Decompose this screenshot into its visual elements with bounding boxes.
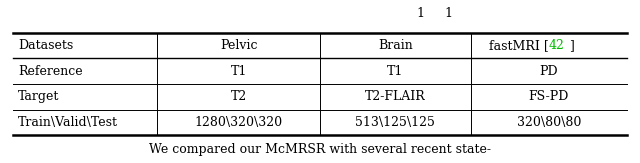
Text: FS-PD: FS-PD xyxy=(529,90,569,103)
Text: We compared our McMRSR with several recent state-: We compared our McMRSR with several rece… xyxy=(149,143,491,156)
Text: PD: PD xyxy=(540,65,558,78)
Text: T2: T2 xyxy=(230,90,246,103)
Text: 1     1: 1 1 xyxy=(417,7,453,20)
Text: Reference: Reference xyxy=(18,65,83,78)
Text: Pelvic: Pelvic xyxy=(220,39,257,52)
Text: Target: Target xyxy=(18,90,60,103)
Text: fastMRI [: fastMRI [ xyxy=(489,39,549,52)
Text: 320\80\80: 320\80\80 xyxy=(516,116,581,129)
Text: Brain: Brain xyxy=(378,39,413,52)
Text: 1280\320\320: 1280\320\320 xyxy=(195,116,283,129)
Text: ]: ] xyxy=(570,39,574,52)
Text: Datasets: Datasets xyxy=(18,39,73,52)
Text: T2-FLAIR: T2-FLAIR xyxy=(365,90,426,103)
Text: 513\125\125: 513\125\125 xyxy=(355,116,435,129)
Text: T1: T1 xyxy=(387,65,403,78)
Text: 42: 42 xyxy=(549,39,564,52)
Text: T1: T1 xyxy=(230,65,247,78)
Text: Train\Valid\Test: Train\Valid\Test xyxy=(18,116,118,129)
